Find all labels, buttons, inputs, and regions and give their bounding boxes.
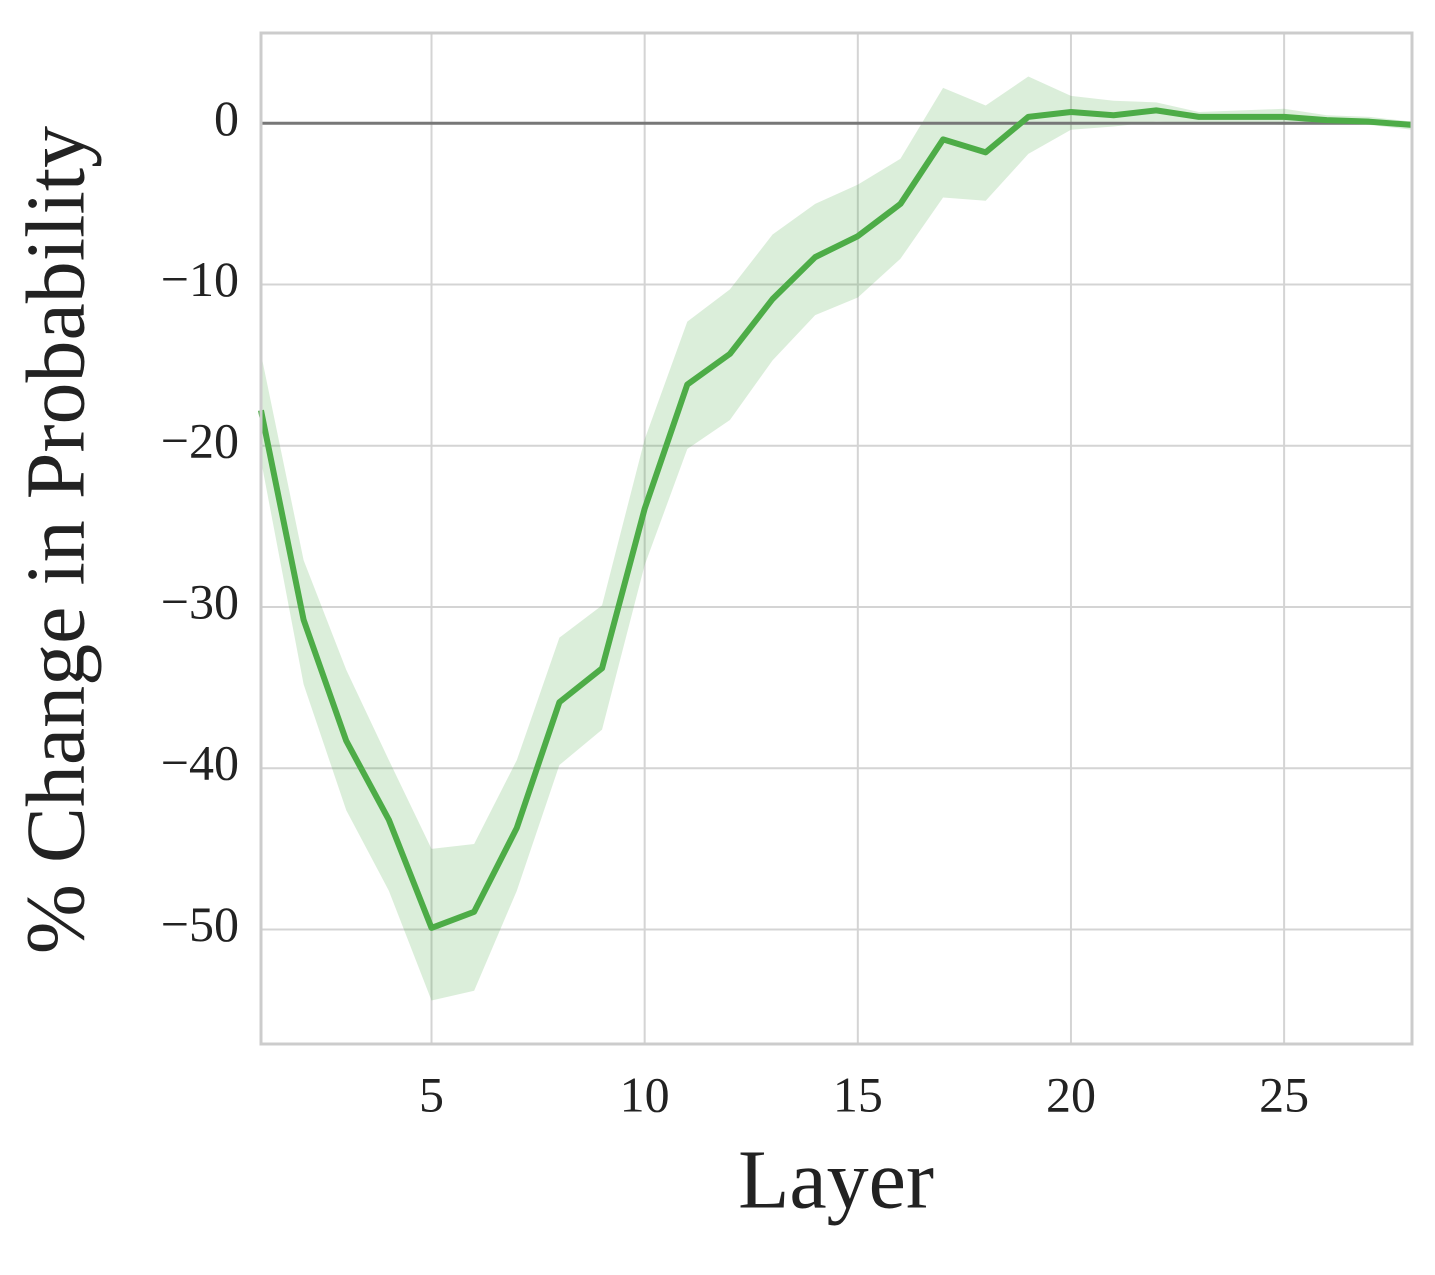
confidence-band — [261, 76, 1412, 1001]
x-tick-label: 5 — [419, 1066, 444, 1122]
x-tick-label: 15 — [833, 1066, 883, 1122]
y-tick-label: 0 — [214, 90, 239, 146]
plot-frame — [259, 31, 1414, 1046]
y-tick-label: −30 — [161, 573, 239, 629]
y-tick-label: −10 — [161, 251, 239, 307]
y-tick-label: −20 — [161, 412, 239, 468]
x-tick-label: 20 — [1046, 1066, 1096, 1122]
data-line — [258, 107, 1413, 931]
x-axis-label: Layer — [738, 1133, 934, 1226]
x-tick-label: 10 — [620, 1066, 670, 1122]
y-tick-label: −40 — [161, 735, 239, 791]
x-tick-label: 25 — [1259, 1066, 1309, 1122]
y-tick-label: −50 — [161, 896, 239, 952]
y-axis-label: % Change in Probability — [9, 126, 102, 954]
